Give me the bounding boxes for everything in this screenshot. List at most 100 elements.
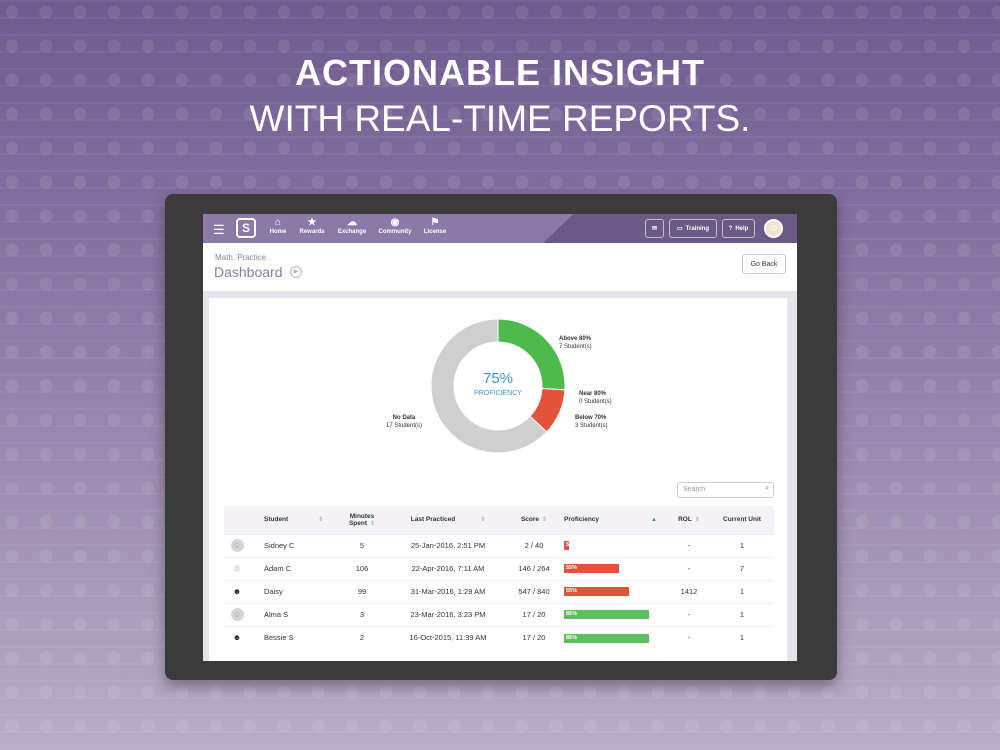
help-button[interactable]: ? Help <box>722 219 755 238</box>
student-name[interactable]: Adam C <box>250 556 336 580</box>
avatar-cell: ☻ <box>224 625 250 649</box>
last-practiced-cell: 22-Apr-2016, 7:11 AM <box>388 556 508 580</box>
callout-above-title: Above 80% <box>559 336 592 342</box>
nav-community-label: Community <box>378 229 412 235</box>
neutral-face-icon: ☺ <box>230 539 244 552</box>
neutral-face-icon: ☺ <box>230 608 244 621</box>
student-name[interactable]: Bessie S <box>250 625 336 649</box>
last-practiced-cell: 31-Mar-2016, 1:29 AM <box>388 579 508 603</box>
hamburger-menu-icon[interactable]: ☰ <box>213 222 225 237</box>
nav-license-label: License <box>423 229 447 235</box>
last-practiced-column-header[interactable]: Last Practiced ⇕ <box>388 506 508 534</box>
home-icon: ⌂ <box>274 217 282 228</box>
user-avatar[interactable]: ☺ <box>764 219 783 238</box>
table-row[interactable]: ☺ Alma S 3 23-Mar-2016, 3:23 PM 17 / 20 85% -1 <box>224 602 774 626</box>
top-navbar: ☰ S ⌂ Home ★ Rewards ☁ Exchange ◉ Commun… <box>203 214 797 243</box>
search-input[interactable]: Search ⌕ <box>677 482 774 498</box>
sort-ascending-icon: ▲ <box>651 517 657 524</box>
proficiency-donut: 75% PROFICIENCY <box>430 318 566 454</box>
current-unit-column-header[interactable]: Current Unit <box>710 506 774 534</box>
student-name[interactable]: Alma S <box>250 602 336 626</box>
current-unit-cell: 1 <box>710 533 774 557</box>
callout-nodata: No Data 17 Student(s) <box>386 414 422 430</box>
last-practiced-cell: 16-Oct-2015, 11:39 AM <box>388 625 508 649</box>
nav-license[interactable]: ⚑ License <box>421 217 449 235</box>
tablet-frame: ☰ S ⌂ Home ★ Rewards ☁ Exchange ◉ Commun… <box>165 194 837 680</box>
community-icon: ◉ <box>390 217 400 228</box>
minutes-cell: 3 <box>336 602 388 626</box>
rol-column-header[interactable]: ROL ⇕ <box>668 506 710 534</box>
mail-icon: ✉ <box>651 226 658 232</box>
girl-avatar-icon: ☻ <box>230 631 244 645</box>
callout-near-count: 0 Student(s) <box>579 399 612 405</box>
table-row[interactable]: ☃ Adam C 106 22-Apr-2016, 7:11 AM 146 / 264 5… <box>224 556 774 580</box>
girl-avatar-icon: ☻ <box>230 585 244 598</box>
minutes-cell: 106 <box>336 556 388 580</box>
nav-home-label: Home <box>269 229 287 235</box>
callout-nodata-title: No Data <box>392 415 416 421</box>
student-column-header[interactable]: Student ⇕ <box>250 506 336 534</box>
table-row[interactable]: ☻ Bessie S 2 16-Oct-2015, 11:39 AM 17 / 20 85… <box>224 625 774 649</box>
search-icon: ⌕ <box>765 485 769 492</box>
callout-nodata-count: 17 Student(s) <box>386 423 423 429</box>
play-icon[interactable]: ▶ <box>290 266 302 278</box>
license-icon: ⚑ <box>430 217 440 228</box>
proficiency-cell: 55% <box>560 556 668 580</box>
proficiency-bar: 85% <box>564 633 649 643</box>
report-panel: 75% PROFICIENCY Above 80% 7 Student(s) N… <box>209 298 787 661</box>
proficiency-chart: 75% PROFICIENCY Above 80% 7 Student(s) N… <box>209 298 787 478</box>
help-icon: ? <box>728 225 733 232</box>
proficiency-bar: 65% <box>564 587 629 597</box>
rol-cell: - <box>668 556 710 580</box>
nav-rewards-label: Rewards <box>299 229 325 235</box>
rol-cell: - <box>668 533 710 557</box>
student-name[interactable]: Daisy <box>250 579 336 603</box>
mail-button[interactable]: ✉ <box>645 219 664 238</box>
table-row[interactable]: ☺ Sidney C 5 25-Jan-2016, 2:51 PM 2 / 40 5% -1 <box>224 533 774 557</box>
nav-community[interactable]: ◉ Community <box>376 217 414 235</box>
nav-home[interactable]: ⌂ Home <box>267 217 289 235</box>
rol-cell: - <box>668 625 710 649</box>
minutes-cell: 5 <box>336 533 388 557</box>
callout-below-count: 3 Student(s) <box>575 423 608 429</box>
proficiency-percent: 75% <box>483 370 513 387</box>
student-name[interactable]: Sidney C <box>250 533 336 557</box>
avatar-cell: ☺ <box>224 533 250 557</box>
current-unit-cell: 1 <box>710 579 774 603</box>
callout-near-title: Near 80% <box>579 391 607 397</box>
proficiency-cell: 85% <box>560 602 668 626</box>
nav-rewards[interactable]: ★ Rewards <box>297 217 327 235</box>
avatar-cell: ☃ <box>224 556 250 580</box>
training-button[interactable]: ▭ Training <box>669 219 717 238</box>
proficiency-bar: 55% <box>564 564 619 574</box>
proficiency-cell: 5% <box>560 533 668 557</box>
callout-above: Above 80% 7 Student(s) <box>559 335 592 351</box>
app-logo[interactable]: S <box>236 218 256 238</box>
donut-segment-nodata[interactable] <box>430 318 548 454</box>
callout-above-count: 7 Student(s) <box>559 344 592 350</box>
search-placeholder: Search <box>683 486 706 493</box>
current-unit-cell: 1 <box>710 602 774 626</box>
score-column-header[interactable]: Score ⇕ <box>508 506 560 534</box>
proficiency-cell: 65% <box>560 579 668 603</box>
page-header: Math. Practice. Dashboard ▶ Go Back <box>203 243 797 291</box>
star-icon: ★ <box>307 217 317 228</box>
table-row[interactable]: ☻ Daisy 99 31-Mar-2016, 1:29 AM 547 / 840 65%… <box>224 579 774 603</box>
go-back-button[interactable]: Go Back <box>742 254 786 274</box>
score-cell: 2 / 40 <box>508 533 560 557</box>
sort-icon: ⇕ <box>370 520 376 527</box>
app-screen: ☰ S ⌂ Home ★ Rewards ☁ Exchange ◉ Commun… <box>203 214 797 661</box>
minutes-column-header[interactable]: Minutes Spent ⇕ <box>336 506 388 534</box>
nav-exchange[interactable]: ☁ Exchange <box>335 217 369 235</box>
cloud-icon: ☁ <box>347 217 357 228</box>
score-cell: 17 / 20 <box>508 602 560 626</box>
current-unit-cell: 7 <box>710 556 774 580</box>
proficiency-cell: 85% <box>560 625 668 649</box>
proficiency-bar: 85% <box>564 610 649 620</box>
minutes-cell: 99 <box>336 579 388 603</box>
proficiency-label: PROFICIENCY <box>474 390 522 397</box>
sort-icon: ⇕ <box>694 517 700 524</box>
avatar-column-header <box>224 506 250 534</box>
breadcrumb[interactable]: Math. Practice. <box>215 253 269 262</box>
proficiency-column-header[interactable]: Proficiency ▲ <box>560 506 668 534</box>
